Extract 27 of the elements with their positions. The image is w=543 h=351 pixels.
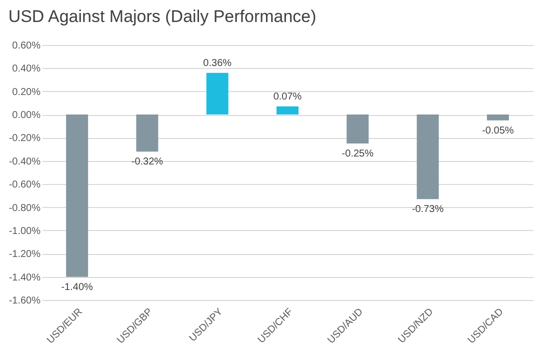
data-label: 0.36%	[203, 58, 232, 69]
data-label: -1.40%	[61, 282, 94, 293]
bar	[136, 114, 158, 152]
bar	[486, 114, 509, 120]
bar	[416, 114, 439, 200]
data-label: -0.32%	[131, 156, 164, 168]
y-tick-label: -1.00%	[8, 226, 41, 237]
y-tick-label: -0.20%	[8, 133, 41, 144]
bar	[346, 114, 369, 144]
y-tick-label: -1.60%	[8, 296, 41, 306]
bar	[206, 72, 228, 115]
data-label: -0.25%	[342, 148, 374, 160]
bar	[276, 106, 298, 115]
y-tick-label: 0.40%	[12, 64, 41, 75]
y-tick-label: -0.40%	[8, 156, 41, 168]
bar	[66, 114, 88, 277]
data-label: -0.73%	[412, 204, 444, 216]
y-tick-label: -1.40%	[8, 272, 41, 284]
data-label: 0.07%	[273, 91, 302, 102]
y-tick-label: 0.20%	[12, 86, 41, 98]
y-tick-label: -1.20%	[8, 249, 41, 260]
y-tick-label: -0.80%	[8, 202, 41, 214]
y-tick-label: -0.60%	[8, 180, 41, 191]
data-label: -0.05%	[482, 125, 514, 136]
y-tick-label: 0.00%	[12, 110, 41, 122]
chart-title: USD Against Majors (Daily Performance)	[8, 7, 316, 26]
y-tick-label: 0.60%	[12, 40, 41, 52]
